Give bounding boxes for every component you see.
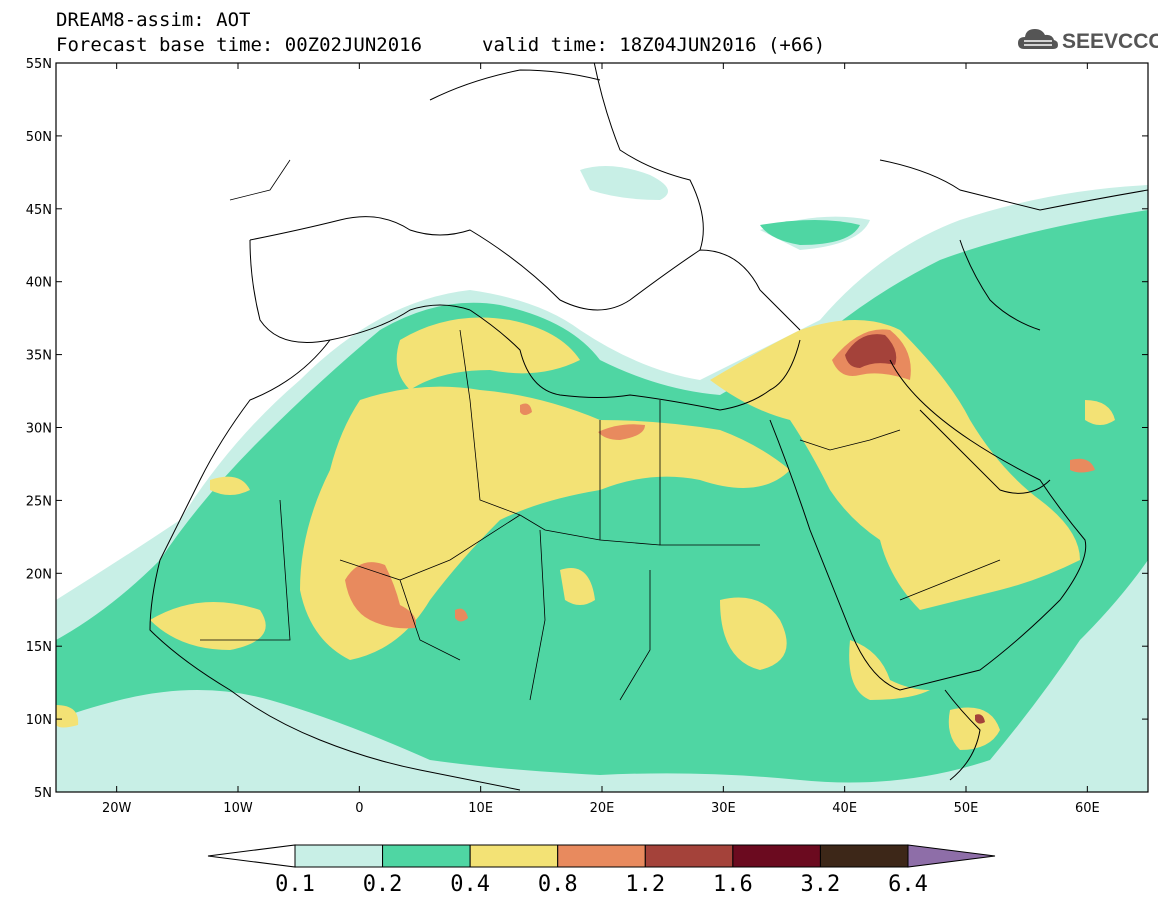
lat-label: 10N bbox=[26, 713, 52, 728]
lon-label: 20W bbox=[102, 801, 132, 816]
colorbar-label: 6.4 bbox=[888, 872, 928, 897]
colorbar-label: 0.8 bbox=[538, 872, 578, 897]
lon-label: 20E bbox=[590, 801, 615, 816]
longitude-axis: 20W 10W 0 10E 20E 30E 40E 50E 60E bbox=[102, 63, 1100, 816]
aot-band-0.4 bbox=[56, 317, 1115, 750]
lat-label: 35N bbox=[26, 349, 52, 364]
colorbar-box bbox=[732, 844, 821, 868]
cloud-icon bbox=[1018, 29, 1058, 49]
latitude-axis: 55N 50N 45N 40N 35N 30N 25N 20N 15N 10N 5N bbox=[26, 57, 1148, 801]
colorbar-high-arrow bbox=[907, 844, 996, 868]
colorbar-box bbox=[819, 844, 909, 868]
colorbar-label: 0.2 bbox=[363, 872, 403, 897]
map-title: DREAM8-assim: AOT bbox=[56, 9, 251, 31]
forecast-base-time: Forecast base time: 00Z02JUN2016 bbox=[56, 34, 423, 56]
lat-label: 45N bbox=[26, 203, 52, 218]
lat-label: 55N bbox=[26, 57, 52, 72]
logo-text: SEEVCCC bbox=[1062, 30, 1158, 53]
lon-label: 60E bbox=[1075, 801, 1100, 816]
seevccc-logo: SEEVCCC bbox=[1018, 29, 1158, 53]
lat-label: 15N bbox=[26, 640, 52, 655]
lat-label: 50N bbox=[26, 130, 52, 145]
colorbar: 0.1 0.2 0.4 0.8 1.2 1.6 3.2 6.4 bbox=[207, 844, 996, 897]
colorbar-box bbox=[469, 844, 559, 868]
colorbar-label: 1.6 bbox=[713, 872, 753, 897]
lon-label: 0 bbox=[355, 801, 363, 816]
valid-time: valid time: 18Z04JUN2016 (+66) bbox=[482, 34, 826, 56]
lon-label: 30E bbox=[711, 801, 736, 816]
lat-label: 25N bbox=[26, 494, 52, 509]
colorbar-label: 0.4 bbox=[450, 872, 490, 897]
aot-field bbox=[56, 63, 1148, 792]
colorbar-label: 0.1 bbox=[275, 872, 315, 897]
colorbar-box bbox=[644, 844, 734, 868]
lat-label: 20N bbox=[26, 567, 52, 582]
lon-label: 40E bbox=[832, 801, 857, 816]
lon-label: 10E bbox=[468, 801, 493, 816]
colorbar-box bbox=[557, 844, 646, 868]
lat-label: 30N bbox=[26, 422, 52, 437]
lat-label: 40N bbox=[26, 276, 52, 291]
lon-label: 10W bbox=[223, 801, 253, 816]
colorbar-label: 1.2 bbox=[625, 872, 665, 897]
coastlines bbox=[149, 63, 1148, 791]
colorbar-box bbox=[294, 844, 384, 868]
country-borders bbox=[200, 159, 1001, 701]
aot-band-1.2 bbox=[845, 334, 985, 724]
lat-label: 5N bbox=[34, 786, 52, 801]
colorbar-low-arrow bbox=[207, 844, 296, 868]
colorbar-box bbox=[382, 844, 471, 868]
colorbar-label: 3.2 bbox=[801, 872, 841, 897]
lon-label: 50E bbox=[954, 801, 979, 816]
